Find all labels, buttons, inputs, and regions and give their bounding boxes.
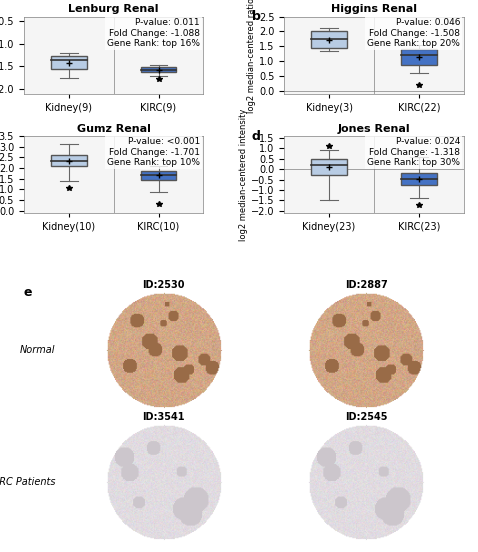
Y-axis label: log2 median-centered ratio: log2 median-centered ratio [247,0,256,113]
Bar [311,159,347,176]
Text: P-value: 0.024
Fold Change: -1.318
Gene Rank: top 30%: P-value: 0.024 Fold Change: -1.318 Gene … [367,137,460,167]
Text: Normal: Normal [20,345,55,355]
Text: d: d [252,130,261,143]
Bar [141,171,176,180]
Title: ID:2545: ID:2545 [345,412,387,422]
Text: KIRC Patients: KIRC Patients [0,477,55,487]
Title: Higgins Renal: Higgins Renal [331,4,417,14]
Text: b: b [252,10,261,23]
Text: e: e [24,286,33,299]
Title: Jones Renal: Jones Renal [337,124,410,134]
Title: ID:2887: ID:2887 [345,280,388,290]
Bar [141,67,176,72]
Title: Gumz Renal: Gumz Renal [76,124,151,134]
Title: ID:2530: ID:2530 [142,280,185,290]
Bar [311,31,347,47]
Text: P-value: <0.001
Fold Change: -1.701
Gene Rank: top 10%: P-value: <0.001 Fold Change: -1.701 Gene… [107,137,200,167]
Y-axis label: log2 median-centered intensity: log2 median-centered intensity [239,108,248,241]
Bar [401,173,437,185]
Text: P-value: 0.011
Fold Change: -1.088
Gene Rank: top 16%: P-value: 0.011 Fold Change: -1.088 Gene … [107,18,200,48]
Text: P-value: 0.046
Fold Change: -1.508
Gene Rank: top 20%: P-value: 0.046 Fold Change: -1.508 Gene … [367,18,460,48]
Bar [51,56,87,68]
Bar [51,155,87,166]
Title: ID:3541: ID:3541 [142,412,185,422]
Bar [401,49,437,65]
Title: Lenburg Renal: Lenburg Renal [68,4,159,14]
